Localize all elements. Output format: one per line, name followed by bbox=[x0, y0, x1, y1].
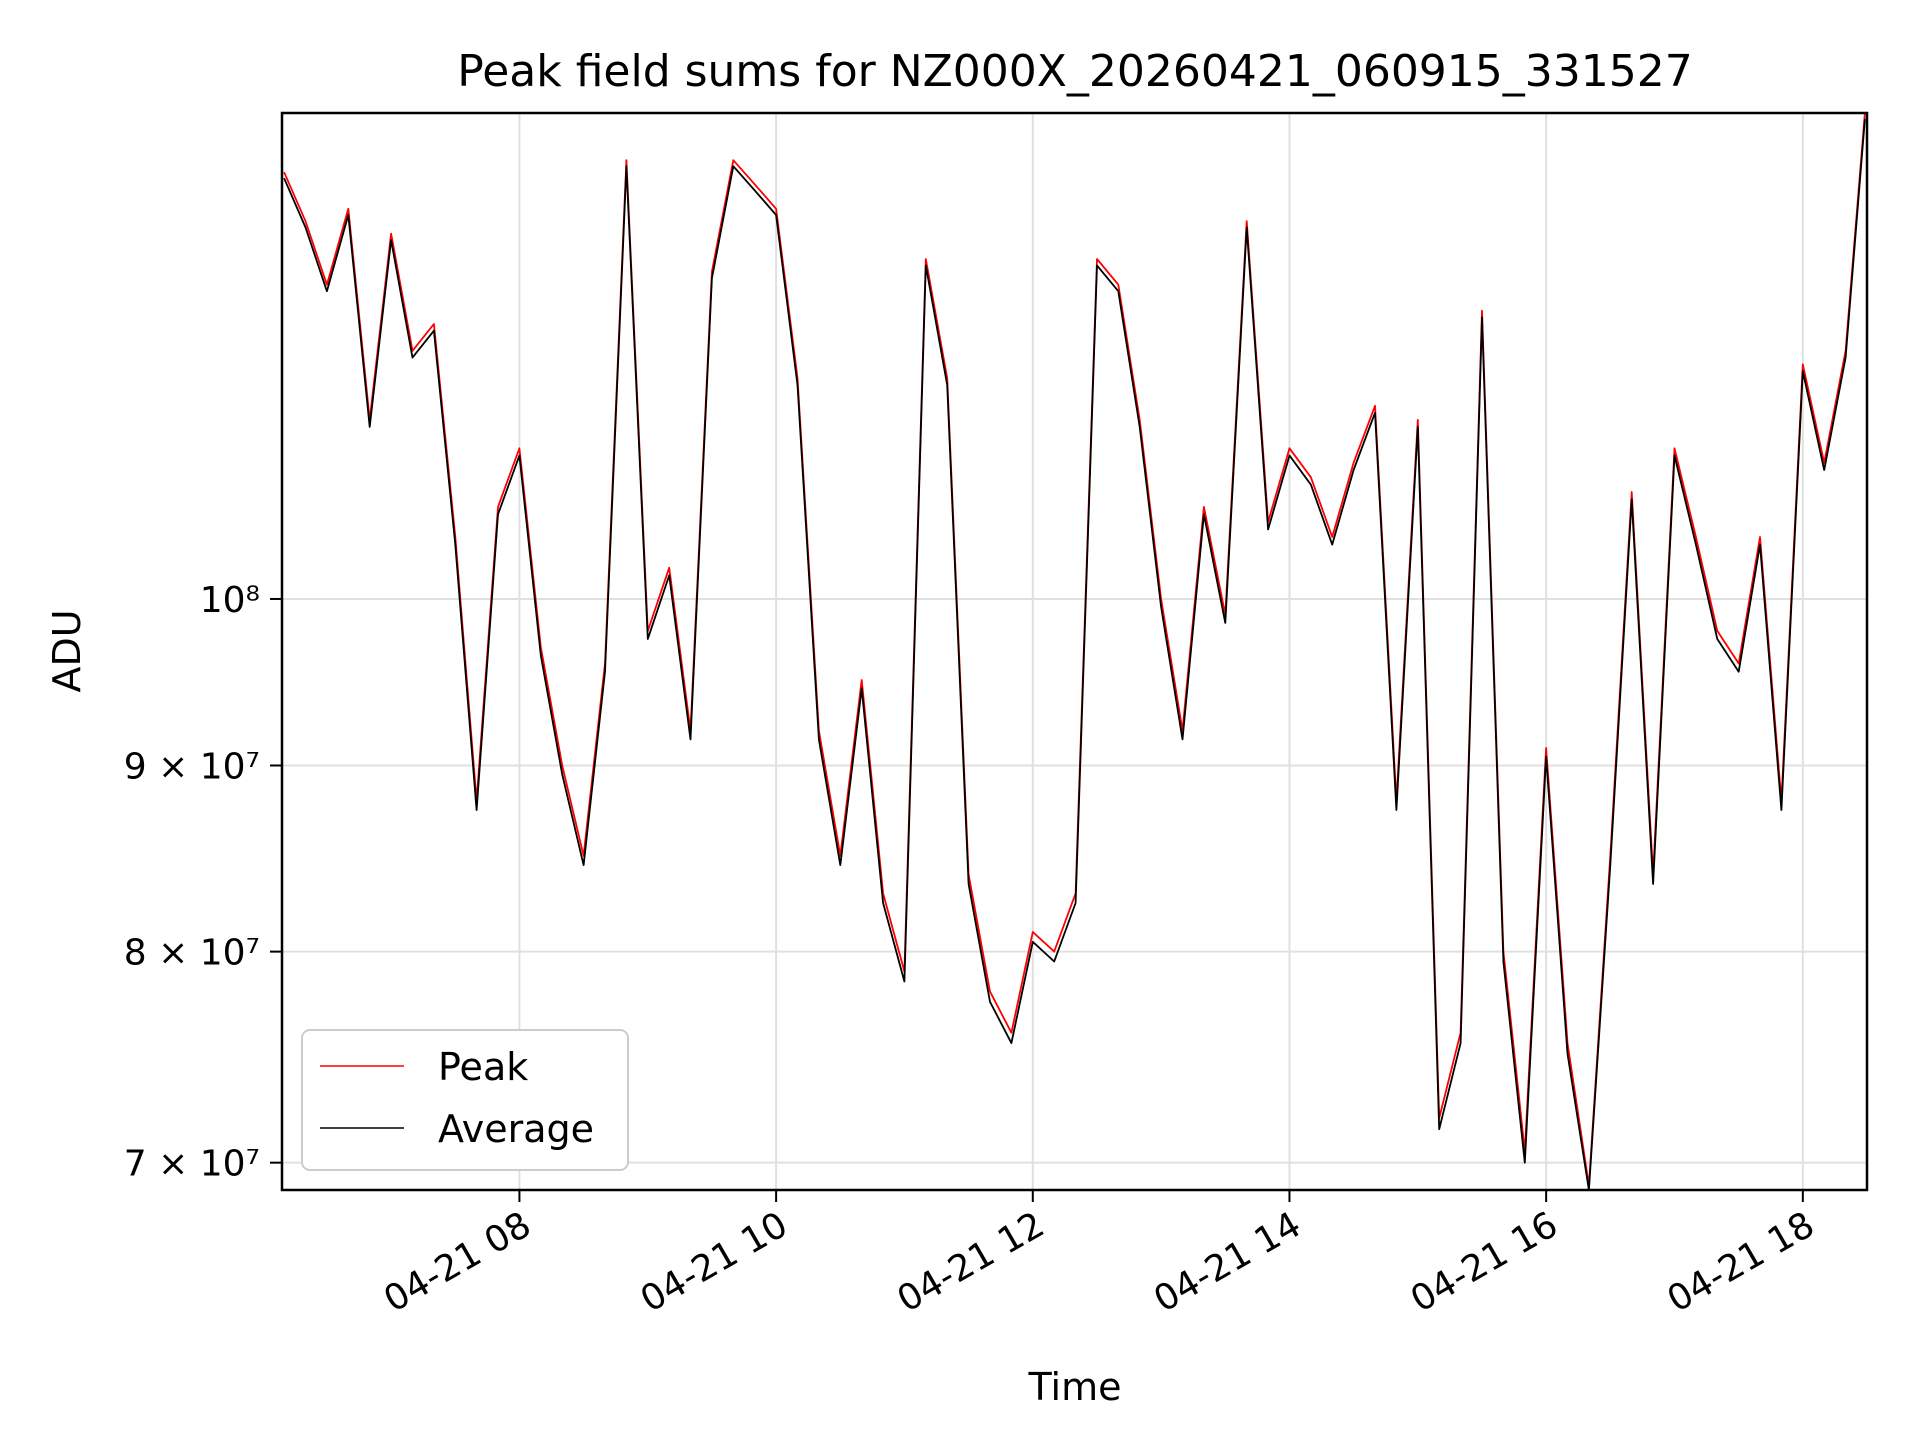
x-tick-label: 04-21 18 bbox=[1661, 1204, 1822, 1320]
y-tick-label: 8 × 10⁷ bbox=[124, 933, 260, 974]
x-tick-label: 04-21 12 bbox=[891, 1204, 1052, 1320]
y-axis-label: ADU bbox=[45, 609, 89, 692]
y-axis-ticks: 7 × 10⁷ 8 × 10⁷ 9 × 10⁷ 10⁸ bbox=[124, 580, 282, 1185]
series-layer bbox=[283, 112, 1866, 1191]
series-line-peak bbox=[283, 112, 1866, 1187]
plot-frame bbox=[280, 111, 1869, 1192]
chart-title: Peak field sums for NZ000X_20260421_0609… bbox=[457, 46, 1693, 97]
x-tick-label: 04-21 10 bbox=[634, 1204, 795, 1320]
y-tick-label: 10⁸ bbox=[200, 580, 260, 621]
legend-label-peak: Peak bbox=[438, 1045, 528, 1089]
x-axis-label: Time bbox=[1028, 1365, 1122, 1409]
x-axis-ticks: 04-21 08 04-21 10 04-21 12 04-21 14 04-21 16… bbox=[377, 1190, 1821, 1321]
x-tick-label: 04-21 14 bbox=[1147, 1204, 1308, 1320]
grid-layer bbox=[282, 113, 1867, 1190]
x-tick-label: 04-21 16 bbox=[1404, 1204, 1565, 1320]
y-tick-label: 7 × 10⁷ bbox=[124, 1144, 260, 1185]
x-tick-label: 04-21 08 bbox=[377, 1204, 538, 1320]
series-line-average bbox=[283, 118, 1866, 1191]
legend-box bbox=[301, 1029, 629, 1171]
legend: Peak Average bbox=[301, 1029, 629, 1171]
legend-label-average: Average bbox=[438, 1107, 594, 1151]
y-tick-label: 9 × 10⁷ bbox=[124, 746, 260, 787]
